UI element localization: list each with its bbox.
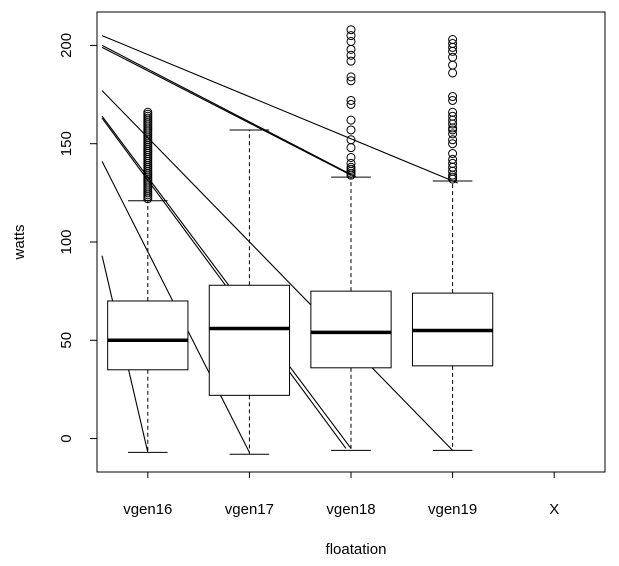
y-tick-label: 100 bbox=[58, 229, 75, 254]
fit-line-5 bbox=[101, 115, 352, 449]
y-tick-label: 150 bbox=[58, 131, 75, 156]
outlier-point bbox=[346, 76, 356, 86]
outlier-point bbox=[448, 68, 458, 78]
outlier-point bbox=[346, 72, 356, 82]
iqr-box bbox=[107, 300, 189, 371]
fit-line-6 bbox=[101, 117, 347, 449]
box-vgen16 bbox=[107, 107, 189, 453]
x-tick-label: vgen18 bbox=[326, 501, 375, 518]
box-vgen19 bbox=[411, 35, 494, 451]
x-tick-label: vgen19 bbox=[428, 501, 477, 518]
y-tick-label: 0 bbox=[58, 434, 75, 442]
outlier-point bbox=[346, 158, 356, 168]
x-axis-title: floatation bbox=[326, 541, 387, 558]
outlier-point bbox=[448, 139, 458, 149]
box-vgen18 bbox=[310, 25, 392, 451]
outlier-point bbox=[448, 154, 458, 164]
outlier-point bbox=[346, 135, 356, 145]
y-tick-label: 50 bbox=[58, 332, 75, 349]
outlier-point bbox=[448, 149, 458, 159]
outlier-point bbox=[346, 56, 356, 66]
outlier-point bbox=[346, 44, 356, 54]
outlier-point bbox=[346, 143, 356, 153]
outlier-point bbox=[346, 95, 356, 105]
x-tick-label: vgen16 bbox=[123, 501, 172, 518]
y-axis: 0 50 100 150 200 bbox=[58, 33, 97, 443]
y-tick-label: 200 bbox=[58, 33, 75, 58]
outlier-point bbox=[346, 125, 356, 135]
outlier-point bbox=[448, 158, 458, 168]
outlier-point bbox=[346, 36, 356, 46]
iqr-box bbox=[208, 284, 291, 396]
fit-line-2 bbox=[101, 44, 357, 178]
outlier-point bbox=[346, 162, 356, 172]
outlier-point bbox=[346, 50, 356, 60]
iqr-box bbox=[310, 290, 392, 369]
outlier-point bbox=[448, 135, 458, 145]
outlier-point bbox=[448, 107, 458, 117]
x-tick-label: vgen17 bbox=[225, 501, 274, 518]
fit-line-4 bbox=[101, 90, 453, 451]
outlier-point bbox=[448, 52, 458, 62]
outlier-point bbox=[448, 92, 458, 102]
outlier-point bbox=[346, 152, 356, 162]
box-vgen17 bbox=[208, 129, 291, 455]
x-axis: vgen16 vgen17 vgen18 vgen19 X bbox=[123, 472, 559, 518]
fit-line-1 bbox=[101, 35, 458, 184]
outlier-point bbox=[143, 107, 153, 117]
x-tick-label: X bbox=[549, 501, 559, 518]
outlier-point bbox=[346, 99, 356, 109]
outlier-point bbox=[346, 115, 356, 125]
boxes bbox=[107, 25, 494, 455]
outlier-point bbox=[346, 31, 356, 41]
outlier-point bbox=[448, 38, 458, 48]
outlier-point bbox=[346, 25, 356, 35]
y-axis-title: watts bbox=[11, 224, 28, 260]
outlier-point bbox=[448, 60, 458, 70]
outlier-point bbox=[448, 35, 458, 45]
outlier-point bbox=[448, 129, 458, 139]
outlier-point bbox=[448, 111, 458, 121]
outlier-point bbox=[448, 95, 458, 105]
fit-line-3 bbox=[101, 46, 352, 176]
